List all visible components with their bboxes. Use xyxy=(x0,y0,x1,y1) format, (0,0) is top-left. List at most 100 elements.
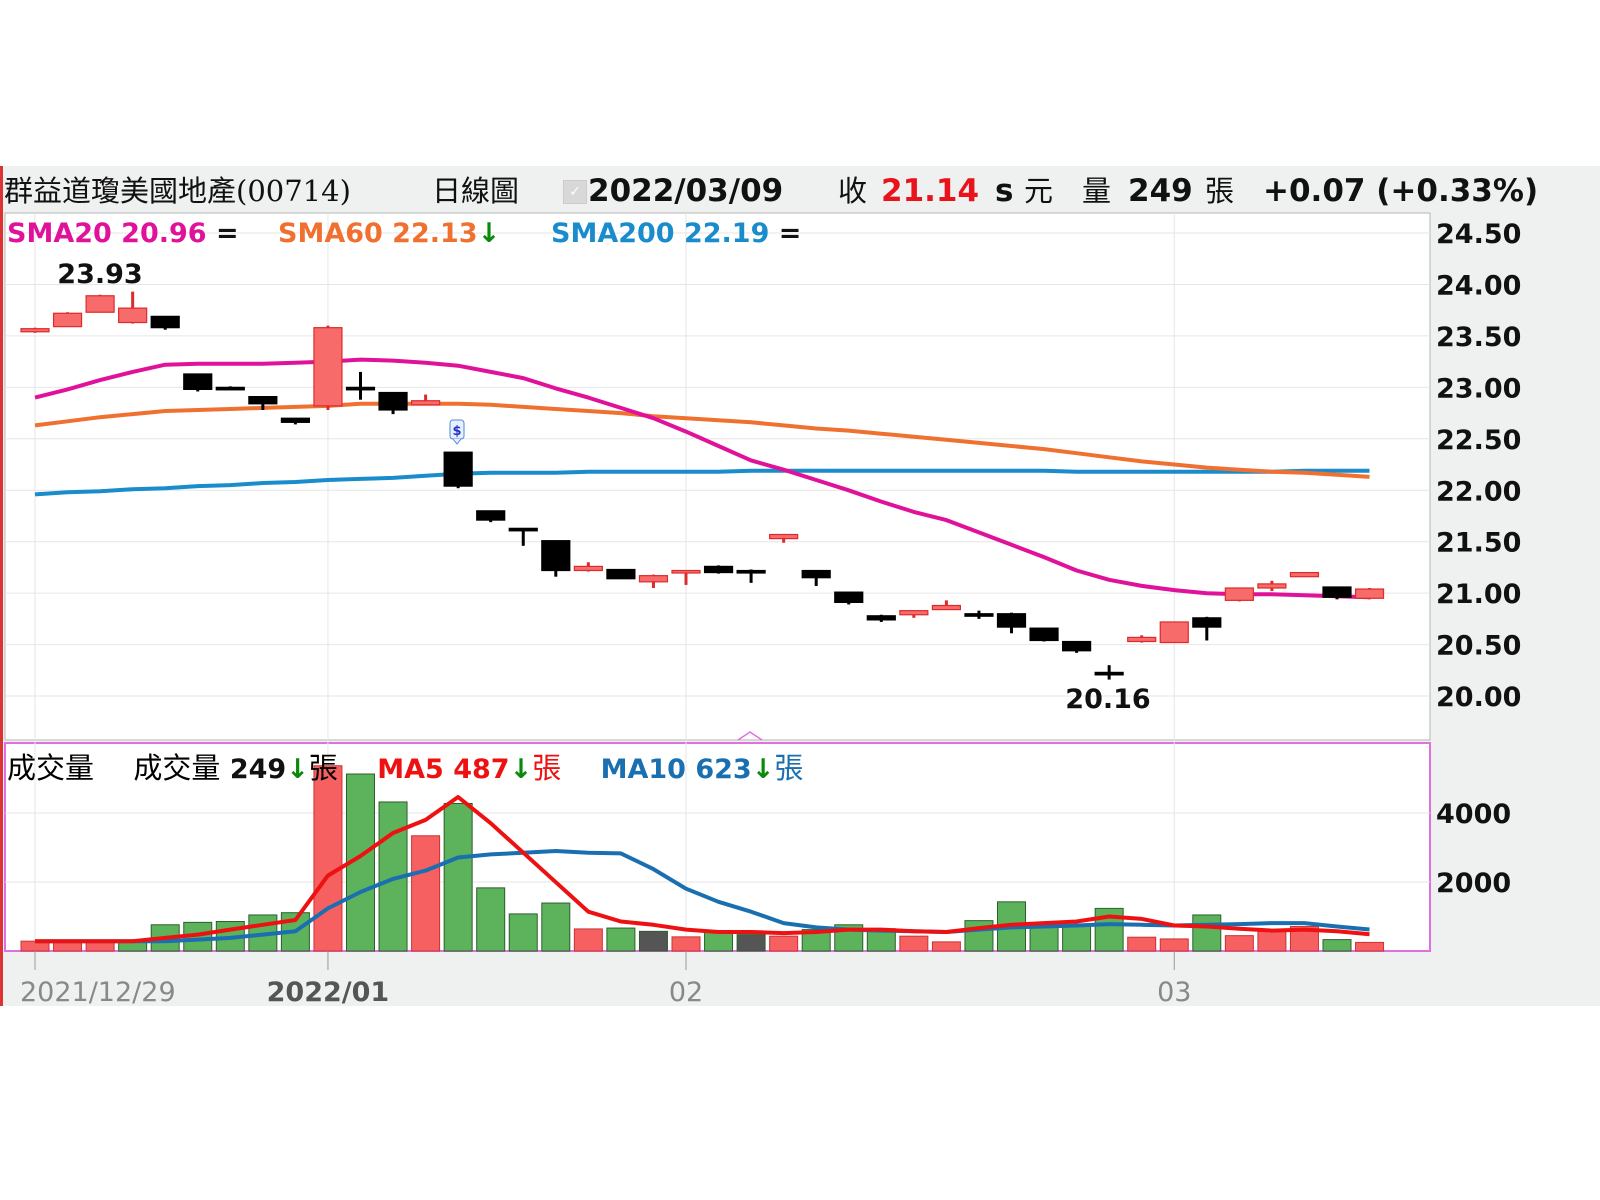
dividend-icon[interactable]: $ xyxy=(449,419,465,445)
candle-up xyxy=(1159,621,1189,644)
sma200-label: SMA200 22.19 xyxy=(551,218,770,249)
candle-down xyxy=(964,613,994,617)
candle-down xyxy=(801,569,831,579)
legend-sma20: SMA20 20.96 = xyxy=(7,218,239,249)
volume-bar xyxy=(443,803,473,952)
sma20-label: SMA20 20.96 xyxy=(7,218,207,249)
price-tick-label: 20.50 xyxy=(1436,631,1521,662)
period-label[interactable]: 日線圖 xyxy=(432,174,520,208)
volume-bars xyxy=(20,765,1385,952)
close-suffix: s xyxy=(995,173,1014,209)
candle-up xyxy=(411,400,441,406)
price-tick-label: 23.00 xyxy=(1436,373,1521,404)
volume-bar xyxy=(899,935,929,952)
close-unit: 元 xyxy=(1024,174,1054,208)
close-label: 收 xyxy=(838,174,868,208)
sma60-line xyxy=(34,401,1370,479)
time-tick-label: 03 xyxy=(1157,977,1191,1008)
volume-bar xyxy=(736,934,766,952)
legend-sma60: SMA60 22.13↓ xyxy=(278,218,500,249)
sma200-trend: = xyxy=(778,218,802,249)
volume-bar xyxy=(671,936,701,952)
checkbox-icon[interactable]: ✓ xyxy=(563,180,587,204)
sma-lines xyxy=(34,357,1370,600)
candle-down xyxy=(866,615,896,621)
volume-trend-down-icon: ↓ xyxy=(286,754,309,785)
candle-down xyxy=(215,386,245,391)
volume-bar xyxy=(1192,914,1222,952)
candle-down xyxy=(476,510,506,521)
volume-bar xyxy=(1127,936,1157,952)
candle-down xyxy=(1192,617,1222,628)
candle-down xyxy=(834,591,864,604)
ma5-line xyxy=(35,795,1370,944)
candle-up xyxy=(573,565,603,572)
candle-down xyxy=(1061,640,1092,652)
candle-down xyxy=(345,386,376,391)
volume-bar xyxy=(1062,924,1092,952)
high-annotation: 23.93 xyxy=(57,259,142,290)
ma5-label: MA5 487 xyxy=(377,754,510,785)
time-tick-label: 2021/12/29 xyxy=(20,977,176,1008)
candle-up xyxy=(52,312,83,328)
volume-legend-unit: 張 xyxy=(308,751,338,785)
sma20-trend: = xyxy=(216,218,239,249)
candle-up xyxy=(20,328,50,333)
volume-bar xyxy=(1257,930,1287,952)
price-tick-label: 24.00 xyxy=(1436,270,1521,301)
volume-bar xyxy=(508,913,538,952)
dividend-symbol: $ xyxy=(452,424,461,439)
price-tick-label: 22.50 xyxy=(1436,425,1521,456)
candle-up xyxy=(931,604,962,611)
time-tick-label: 2022/01 xyxy=(267,977,390,1008)
candle-up xyxy=(638,575,669,583)
close-value: 21.14 xyxy=(881,173,980,209)
volume-legend: 成交量 成交量 249↓張 MA5 487↓張 MA10 623↓張 xyxy=(7,745,803,787)
candle-up xyxy=(118,307,148,324)
volume-tick-label: 4000 xyxy=(1436,799,1511,830)
volume-bar xyxy=(931,941,961,952)
volume-legend-label: 成交量 xyxy=(133,751,221,785)
ma5-trend-down-icon: ↓ xyxy=(509,754,533,785)
candle-down xyxy=(1322,586,1352,598)
change-value: +0.07 (+0.33%) xyxy=(1263,173,1539,209)
candle-down xyxy=(280,417,310,423)
volume-bar xyxy=(801,929,831,952)
left-border xyxy=(0,166,3,1006)
scroll-marker-icon[interactable] xyxy=(737,731,763,741)
sma20-line xyxy=(34,357,1370,600)
price-tick-label: 21.50 xyxy=(1436,528,1521,559)
volume-bar xyxy=(313,765,343,952)
candles xyxy=(20,291,1385,680)
volume-value: 249 xyxy=(1128,173,1193,209)
ma5-unit: 張 xyxy=(532,751,562,785)
candle-down xyxy=(150,315,180,329)
volume-bar xyxy=(606,927,636,952)
candle-down xyxy=(606,568,636,580)
candle-down xyxy=(183,373,213,391)
volume-legend-value: 249 xyxy=(229,754,287,785)
candle-up xyxy=(671,569,701,574)
price-tick-label: 24.50 xyxy=(1436,219,1521,250)
grid xyxy=(5,213,1430,951)
volume-bar xyxy=(1159,938,1189,952)
candle-down xyxy=(736,569,766,574)
price-tick-label: 21.00 xyxy=(1436,579,1521,610)
volume-bar xyxy=(411,835,441,952)
candle-up xyxy=(769,533,799,540)
stock-title: 群益道瓊美國地產(00714) xyxy=(4,174,351,208)
price-tick-label: 20.00 xyxy=(1436,682,1521,713)
candle-up xyxy=(899,610,929,616)
candle-down xyxy=(248,396,278,405)
candle-up xyxy=(1354,588,1385,599)
ma10-trend-down-icon: ↓ xyxy=(751,754,775,785)
ma10-label: MA10 623 xyxy=(600,754,752,785)
volume-ma-lines xyxy=(35,795,1370,944)
candle-up xyxy=(1224,587,1254,601)
volume-bar xyxy=(573,928,603,952)
price-tick-label: 22.00 xyxy=(1436,476,1521,507)
sma200-line xyxy=(34,468,1370,497)
candle-up xyxy=(1257,583,1287,589)
candle-down xyxy=(508,527,538,532)
